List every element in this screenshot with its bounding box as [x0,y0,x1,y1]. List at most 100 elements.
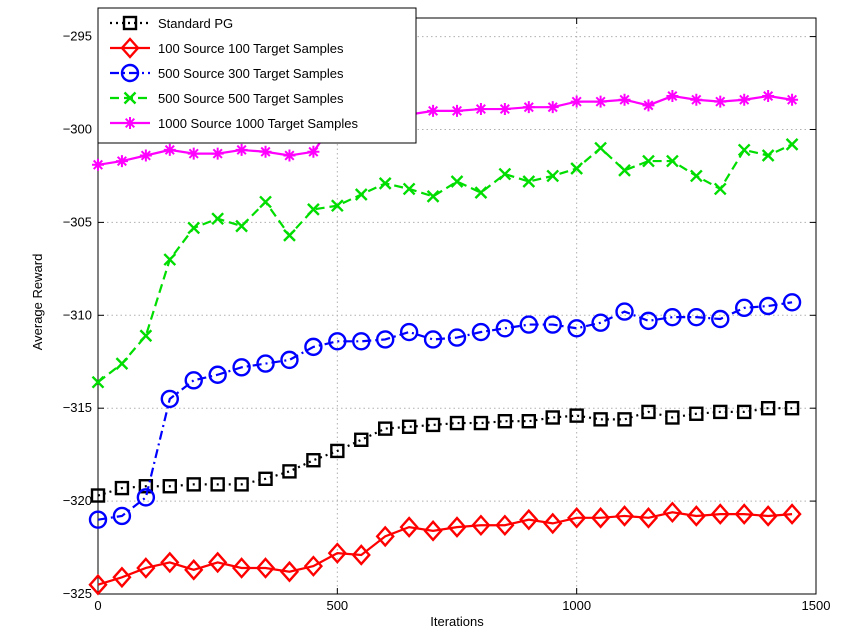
legend-item: Standard PG [110,15,233,31]
data-point [666,154,679,168]
data-point [91,375,105,389]
data-point [761,149,775,162]
data-point [495,514,515,537]
legend: Standard PG 100 Source 100 Target Samples… [97,7,417,144]
data-point [617,412,632,427]
data-point [641,404,656,420]
x-tick-label: 1500 [802,598,831,613]
data-point [139,329,153,343]
data-point [354,432,369,447]
legend-label: 500 Source 500 Target Samples [158,91,344,106]
legend-label: 100 Source 100 Target Samples [158,41,344,56]
data-point [401,419,417,434]
y-tick-label: −325 [63,586,92,601]
data-point [522,101,535,114]
data-point [303,555,324,577]
data-point [160,551,180,574]
data-point [92,158,104,171]
data-point [737,404,752,420]
data-point [114,480,130,496]
data-point [498,167,512,181]
data-point [590,507,611,529]
legend-marker [120,63,140,83]
data-point [184,559,204,581]
data-point [665,410,680,425]
data-point [570,162,584,175]
data-point [473,415,489,431]
data-point [112,506,132,526]
data-point [594,141,607,155]
data-point [714,95,727,108]
series-3 [88,293,802,529]
y-axis-label: Average Reward [30,254,45,351]
data-point [497,414,513,429]
data-point [231,557,252,579]
data-point [235,219,248,233]
data-point [351,544,371,566]
data-point [447,328,467,347]
data-point [639,311,658,331]
data-point [471,514,491,537]
data-point [258,471,273,486]
data-point [784,400,800,416]
data-point [450,175,464,188]
data-point [306,453,321,468]
data-point [160,389,180,409]
data-point [782,503,802,525]
data-point [666,90,679,103]
data-point [638,507,659,529]
data-point [304,337,323,357]
data-point [378,421,393,436]
data-point [187,147,200,160]
data-point [211,212,225,226]
data-point [614,505,635,527]
data-point [519,508,539,531]
y-tick-label: −295 [63,29,92,44]
data-point [545,410,560,425]
series-5 [92,90,799,171]
data-point [734,503,754,525]
data-point [615,302,634,321]
y-tick-label: −305 [63,214,92,229]
data-point [376,330,395,349]
data-point [782,293,802,312]
x-tick-label: 0 [94,598,101,613]
data-point [307,203,320,216]
data-point [447,516,467,538]
data-point [162,479,178,494]
legend-label: 500 Source 300 Target Samples [158,66,344,81]
y-tick-label: −300 [63,121,92,136]
data-point [567,319,586,338]
legend-marker [122,15,138,31]
data-point [211,147,224,160]
x-tick-label: 1000 [562,598,591,613]
data-point [423,520,443,542]
series-2 [88,501,802,596]
data-point [690,93,703,106]
data-point [663,307,682,327]
data-point [235,143,248,156]
data-point [88,510,108,529]
legend-item: 500 Source 500 Target Samples [110,91,344,106]
data-point [280,350,299,370]
data-point [449,415,465,431]
data-point [138,479,154,494]
y-tick-label: −320 [63,493,92,508]
data-point [139,149,152,162]
data-point [521,414,536,429]
data-point [711,309,730,329]
data-point [593,412,608,427]
data-point [662,501,683,524]
data-point [259,195,272,209]
legend-label: 1000 Source 1000 Target Samples [158,116,358,131]
data-point [567,507,587,529]
data-point [90,488,106,503]
data-point [354,188,368,201]
data-point [402,182,416,196]
data-point [283,149,296,162]
data-point [474,186,488,200]
data-point [399,516,419,538]
data-point [426,190,440,203]
data-point [115,357,129,370]
